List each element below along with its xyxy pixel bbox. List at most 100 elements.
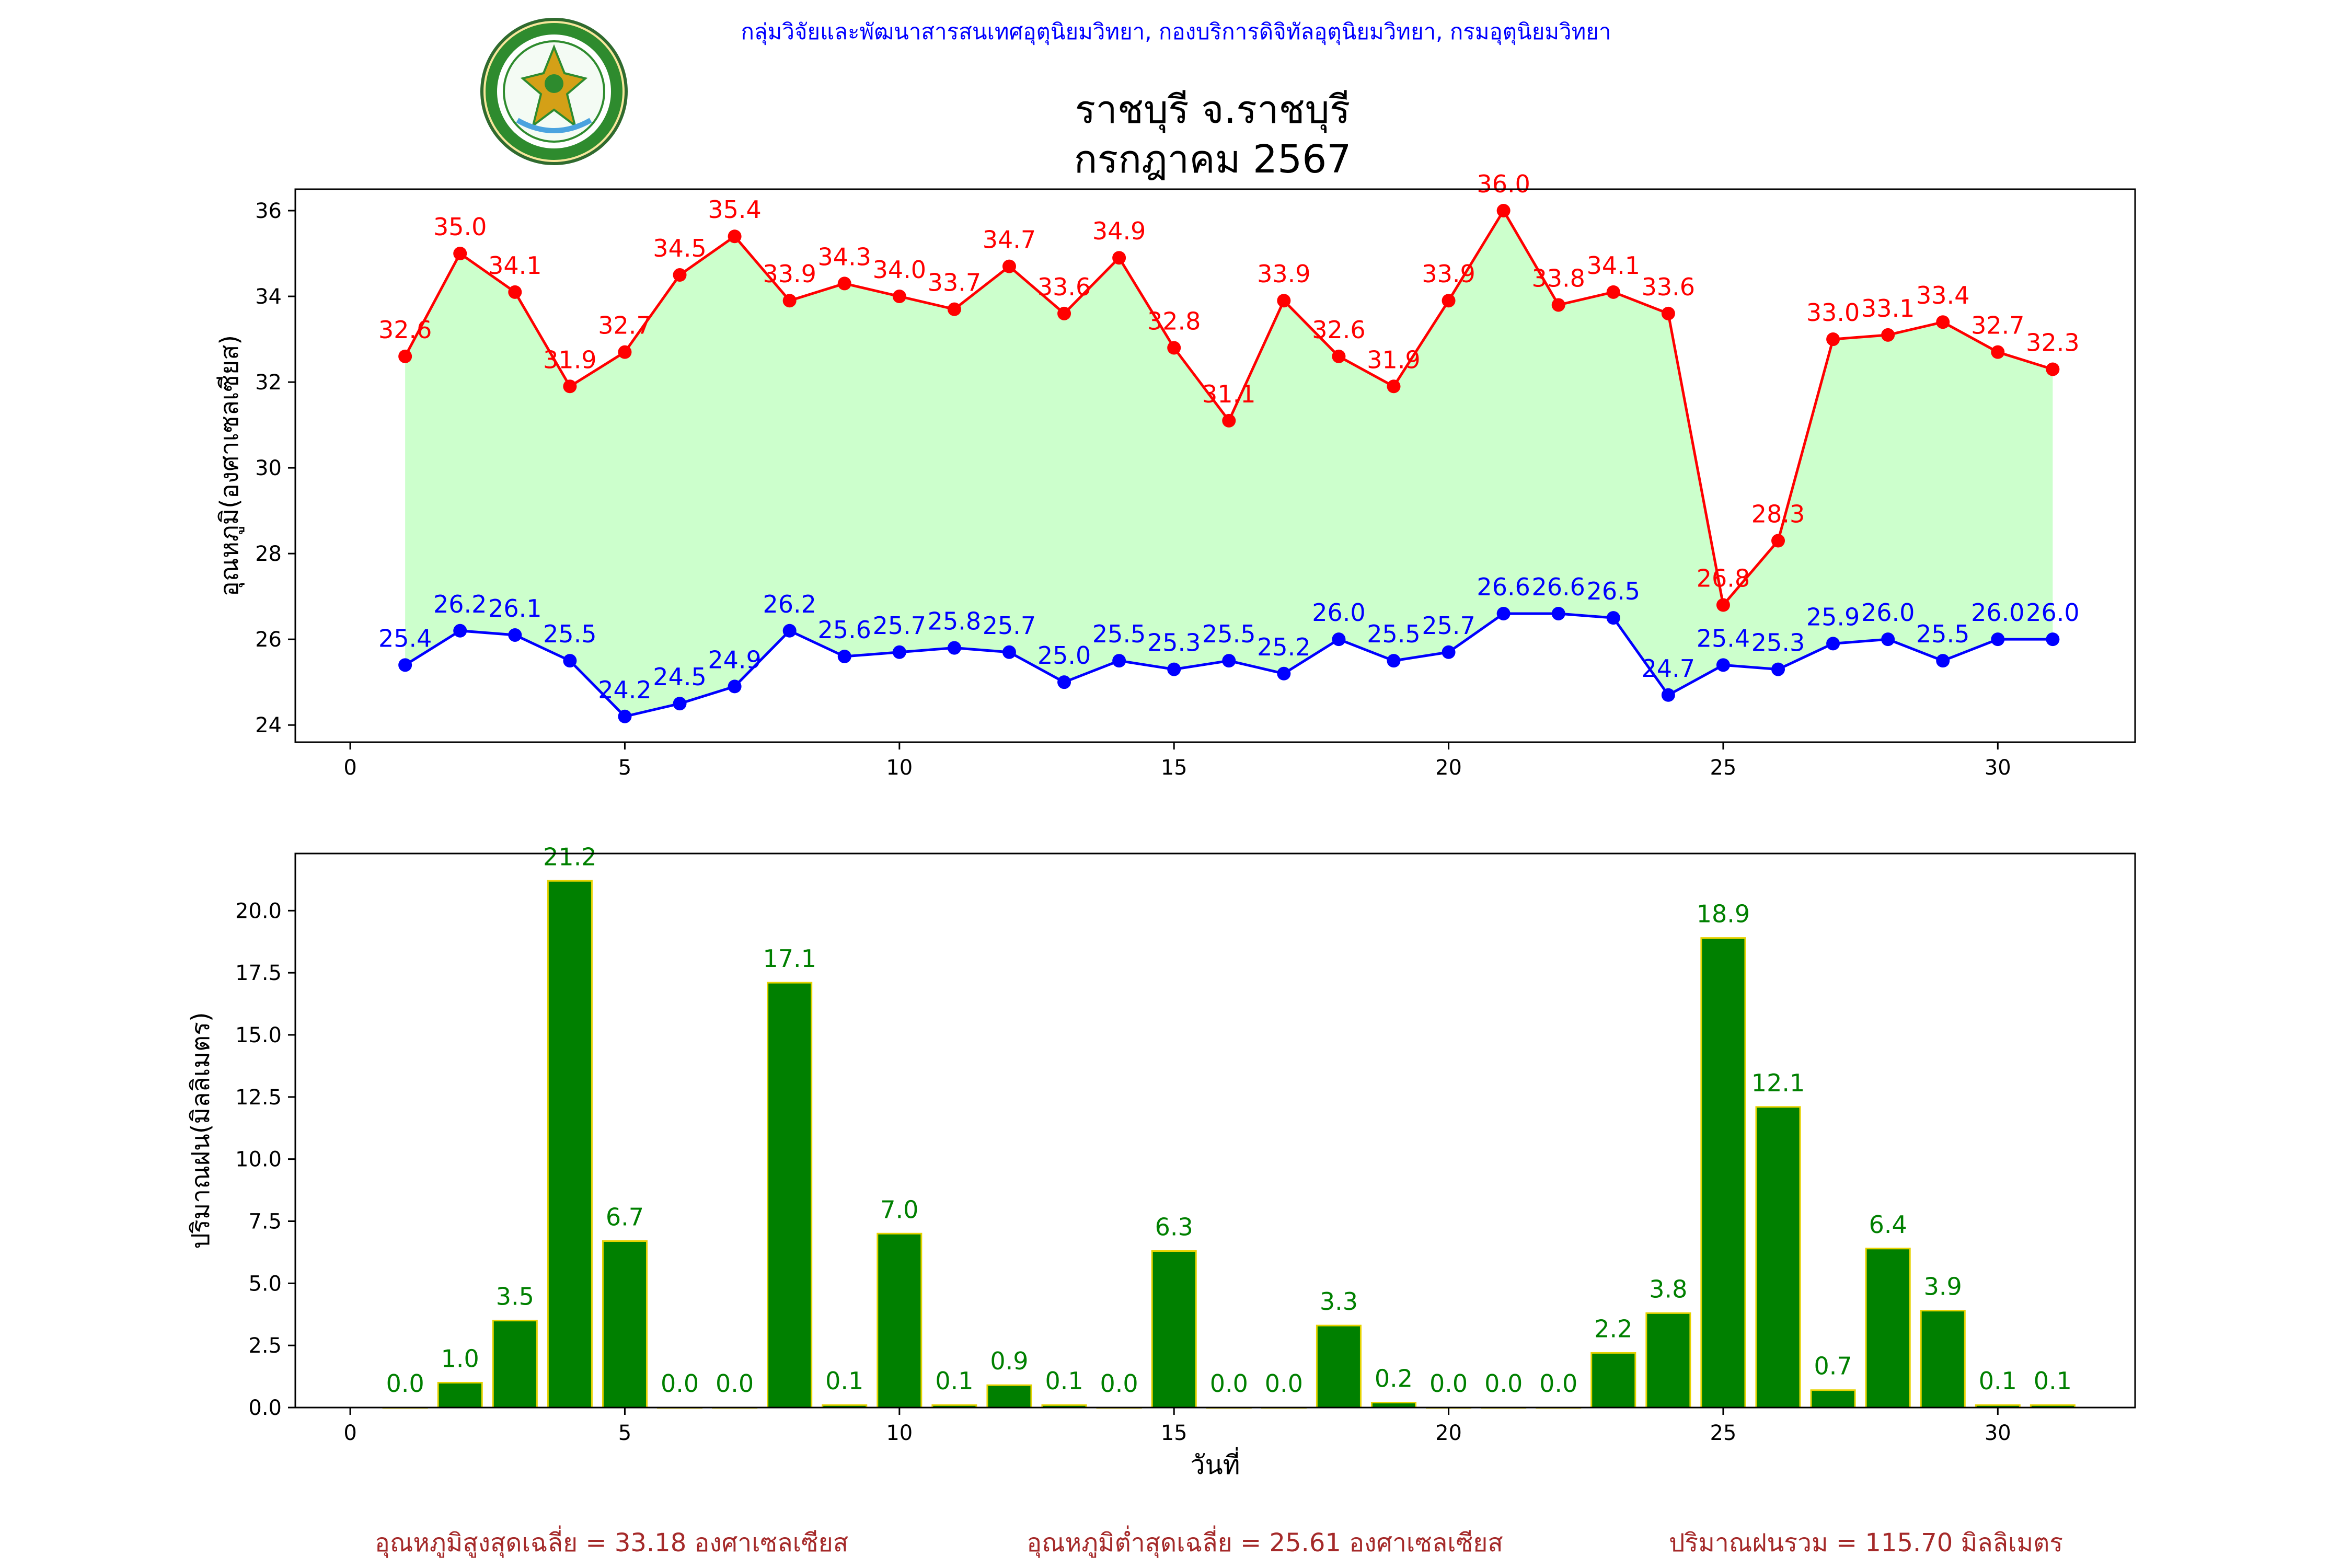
rainfall-chart: 0.0 1.0 3.5 21.2 6.7 0.0 0.0 17.1 0.1 7.0 0.1 0.9 0.… [186, 843, 2136, 1480]
max-temperature-point [1826, 332, 1840, 347]
min-temperature-label: 24.7 [1642, 654, 1695, 683]
min-temperature-point [1277, 666, 1291, 681]
min-temperature-point [1716, 658, 1730, 672]
rainfall-plot-frame [294, 852, 2136, 1409]
rainfall-bar [1590, 1352, 1636, 1409]
rainfall-value-label: 0.0 [716, 1369, 754, 1398]
max-temperature-label: 33.8 [1532, 264, 1585, 292]
min-temperature-point [837, 649, 851, 663]
min-temperature-label: 25.5 [1202, 620, 1255, 648]
max-temperature-point [1936, 315, 1950, 329]
max-temperature-label: 34.5 [653, 234, 706, 262]
max-temperature-label: 31.9 [1367, 345, 1420, 374]
min-temperature-label: 26.2 [763, 590, 816, 618]
max-temperature-label: 31.9 [543, 345, 596, 374]
rainfall-bar [1316, 1324, 1362, 1409]
rainfall-y-tick-label: 17.5 [235, 961, 282, 985]
rainfall-value-label: 18.9 [1697, 900, 1750, 928]
rainfall-bar [767, 982, 813, 1409]
min-temperature-point [398, 658, 412, 672]
rainfall-value-label: 12.1 [1751, 1069, 1805, 1097]
rainfall-y-tick-label: 5.0 [248, 1272, 282, 1296]
min-temperature-point [453, 624, 467, 638]
min-temperature-label: 25.8 [928, 607, 981, 636]
max-temperature-label: 32.7 [1971, 312, 2024, 340]
max-temperature-label: 33.0 [1806, 298, 1860, 327]
rainfall-x-tick-label: 0 [343, 1421, 356, 1445]
temperature-x-tick-label: 20 [1435, 756, 1462, 780]
max-temperature-label: 32.3 [2026, 328, 2079, 356]
max-temperature-point [1881, 328, 1895, 342]
organization-header: กลุ่มวิจัยและพัฒนาสารสนเทศอุตุนิยมวิทยา,… [741, 19, 1611, 45]
temperature-x-tick-label: 25 [1710, 756, 1736, 780]
min-temperature-point [1551, 606, 1565, 620]
rainfall-value-label: 17.1 [763, 944, 816, 973]
temperature-plot-frame [294, 188, 2136, 743]
rainfall-bar [1151, 1250, 1197, 1409]
min-temperature-label: 25.3 [1147, 629, 1201, 657]
max-temperature-label: 34.1 [1587, 251, 1640, 280]
rainfall-x-axis-label: วันที่ [1190, 1447, 1240, 1480]
min-temperature-point [2046, 632, 2060, 647]
max-temperature-point [728, 229, 742, 244]
summary-avg-max: อุณหภูมิสูงสุดเฉลี่ย = 33.18 องศาเซลเซีย… [375, 1525, 848, 1558]
min-temperature-label: 25.4 [378, 624, 432, 652]
rainfall-value-label: 0.1 [2034, 1367, 2072, 1395]
rainfall-value-label: 0.0 [1100, 1369, 1138, 1398]
temperature-y-axis-label: อุณหภูมิ(องศาเซลเซียส) [215, 335, 245, 596]
chart-title-line1: ราชบุรี จ.ราชบุรี [1075, 87, 1351, 133]
max-temperature-label: 36.0 [1477, 170, 1530, 198]
max-temperature-label: 32.6 [1312, 316, 1365, 344]
min-temperature-label: 26.6 [1477, 573, 1530, 601]
rainfall-bar [1700, 937, 1746, 1409]
max-temperature-label: 32.8 [1147, 307, 1201, 335]
min-temperature-label: 26.0 [1312, 598, 1365, 627]
max-temperature-point [673, 268, 687, 282]
rainfall-y-tick-label: 12.5 [235, 1086, 282, 1110]
rainfall-bar [1920, 1310, 1966, 1409]
rainfall-value-label: 6.4 [1869, 1210, 1907, 1239]
rainfall-x-tick-label: 30 [1985, 1421, 2011, 1445]
min-temperature-label: 26.6 [1532, 573, 1585, 601]
min-temperature-point [1496, 606, 1511, 620]
min-temperature-label: 25.4 [1697, 624, 1750, 652]
max-temperature-label: 33.9 [1422, 260, 1475, 288]
max-temperature-point [782, 294, 797, 308]
min-temperature-point [563, 654, 577, 668]
rainfall-value-label: 0.7 [1814, 1352, 1852, 1380]
max-temperature-label: 26.8 [1697, 564, 1750, 593]
temperature-x-tick-label: 0 [343, 756, 356, 780]
max-temperature-label: 33.6 [1037, 273, 1091, 301]
rainfall-value-label: 3.9 [1924, 1273, 1962, 1301]
rainfall-value-label: 2.2 [1594, 1315, 1632, 1343]
min-temperature-label: 24.5 [653, 663, 706, 691]
min-temperature-point [1936, 654, 1950, 668]
rainfall-value-label: 0.0 [661, 1369, 699, 1398]
max-temperature-label: 32.7 [598, 312, 651, 340]
max-temperature-label: 35.0 [433, 213, 487, 241]
rainfall-value-label: 0.0 [1429, 1369, 1468, 1398]
max-temperature-point [1057, 306, 1071, 320]
rainfall-bar [602, 1240, 648, 1409]
rainfall-value-label: 0.0 [1210, 1369, 1248, 1398]
temperature-y-tick-label: 26 [255, 628, 282, 652]
max-temperature-label: 34.7 [983, 226, 1036, 254]
chart-title-line2: กรกฎาคม 2567 [1074, 137, 1352, 182]
min-temperature-point [1661, 688, 1675, 702]
max-temperature-point [1112, 251, 1126, 265]
rainfall-bar [547, 880, 593, 1409]
temperature-y-tick-label: 24 [255, 713, 282, 737]
min-temperature-point [1332, 632, 1346, 647]
min-temperature-label: 25.6 [818, 616, 871, 644]
summary-total-rain: ปริมาณฝนรวม = 115.70 มิลลิเมตร [1669, 1528, 2063, 1558]
rainfall-bar [986, 1384, 1032, 1409]
rainfall-bar [1865, 1248, 1911, 1409]
rainfall-value-label: 6.3 [1155, 1213, 1193, 1241]
rainfall-value-label: 1.0 [441, 1344, 479, 1373]
max-temperature-point [508, 285, 522, 299]
max-temperature-label: 33.1 [1861, 294, 1915, 322]
max-temperature-point [453, 247, 467, 261]
max-temperature-point [1387, 379, 1401, 394]
min-temperature-point [1442, 645, 1456, 659]
min-temperature-point [1606, 611, 1620, 625]
